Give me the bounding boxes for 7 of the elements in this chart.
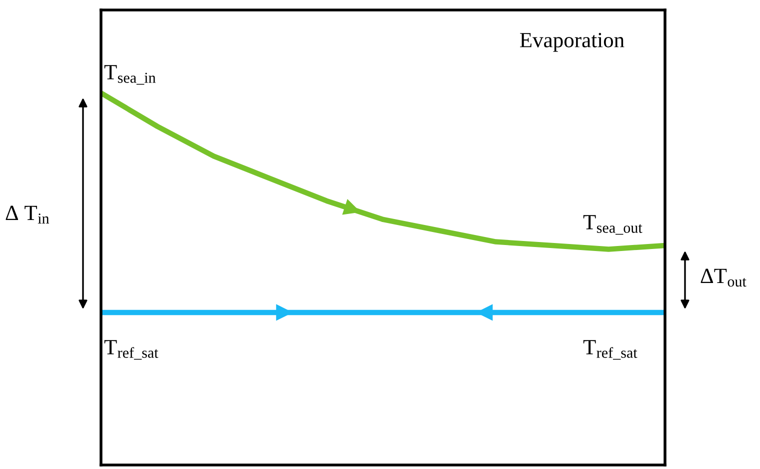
annotation: T$_{sea_out}$ <box>583 215 642 235</box>
annotation: T$_{ref_sat}$ <box>583 340 638 360</box>
text: Evaporation <box>520 32 624 52</box>
text: T$_{sea_in}$ <box>104 65 156 85</box>
text: Δ T$_{in}$ <box>6 206 50 224</box>
annotation: T$_{ref_sat}$ <box>104 340 158 360</box>
text: ΔT$_{out}$ <box>700 268 746 287</box>
